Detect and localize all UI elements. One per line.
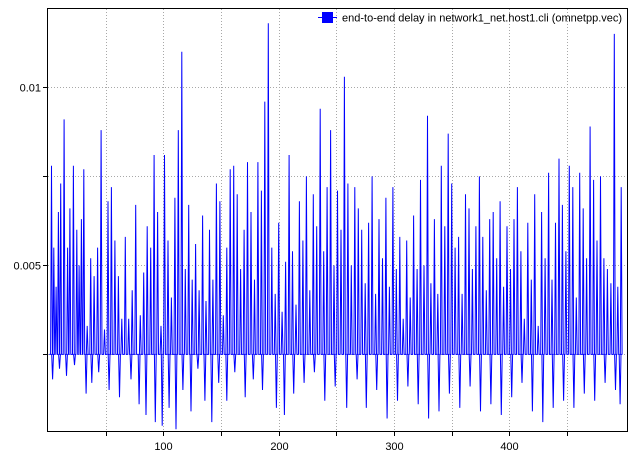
y-axis: 0.005 0.01 (13, 83, 48, 355)
y-tick-label: 0.005 (13, 261, 41, 273)
x-tick-label: 300 (385, 441, 403, 453)
x-axis: 100 200 300 400 (106, 431, 568, 453)
y-tick-label: 0.01 (20, 83, 41, 95)
legend-label: end-to-end delay in network1_net.host1.c… (342, 13, 622, 25)
legend: end-to-end delay in network1_net.host1.c… (318, 12, 622, 25)
x-tick-label: 200 (270, 441, 288, 453)
x-tick-label: 100 (154, 441, 172, 453)
x-tick-label: 400 (500, 441, 518, 453)
series-line (49, 23, 623, 430)
series-area (49, 23, 623, 430)
grid (48, 9, 627, 431)
plot-area-border (47, 8, 628, 432)
